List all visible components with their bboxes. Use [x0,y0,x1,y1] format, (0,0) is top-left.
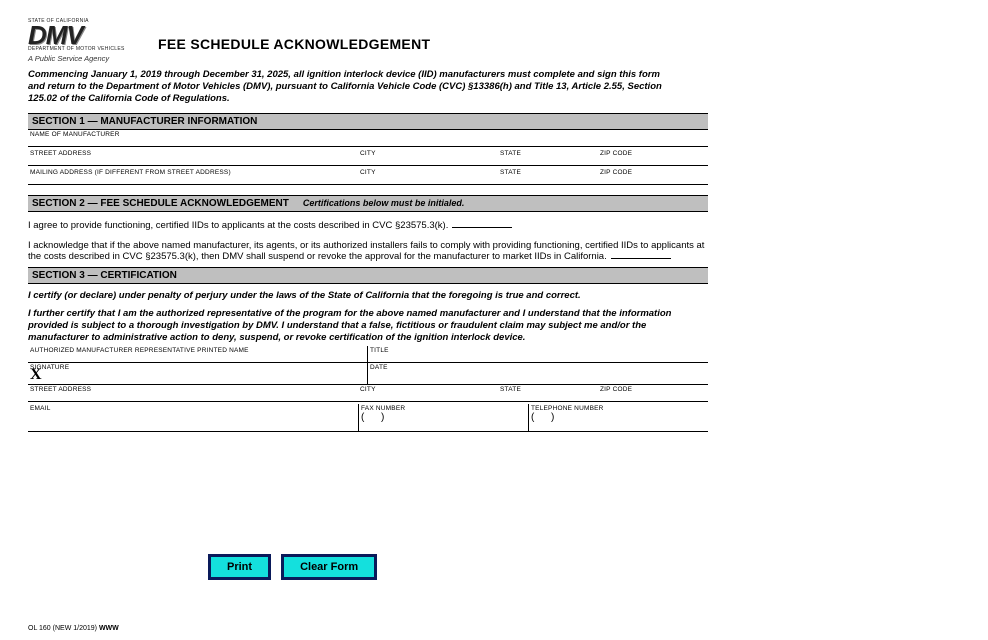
mailing-address-row[interactable]: MAILING ADDRESS (IF DIFFERENT FROM STREE… [28,168,708,185]
state-label-1: STATE [500,150,596,157]
intro-paragraph: Commencing January 1, 2019 through Decem… [28,69,668,105]
logo-dept-line: DEPARTMENT OF MOTOR VEHICLES [28,46,138,52]
cert-para2: I further certify that I am the authoriz… [28,308,708,344]
rep-street-label: STREET ADDRESS [30,386,356,393]
rep-address-row[interactable]: STREET ADDRESS CITY STATE ZIP CODE [28,385,708,402]
form-footer: OL 160 (NEW 1/2019) WWW [28,625,119,632]
date-label: DATE [370,364,706,371]
title-label: TITLE [370,347,706,354]
header: STATE OF CALIFORNIA DMV DEPARTMENT OF MO… [28,18,960,63]
button-bar: Print Clear Form [208,554,377,580]
fax-paren: ( ) [361,412,384,423]
email-label: EMAIL [30,405,356,412]
section2-para2-text: I acknowledge that if the above named ma… [28,240,704,263]
print-button[interactable]: Print [208,554,271,580]
contact-row[interactable]: EMAIL FAX NUMBER ( ) TELEPHONE NUMBER ( … [28,404,708,432]
signature-mark: X [30,366,42,384]
signature-label: SIGNATURE [30,364,365,371]
logo-tagline: A Public Service Agency [28,54,138,63]
manufacturer-name-label: NAME OF MANUFACTURER [30,131,706,138]
section1-heading: SECTION 1 — MANUFACTURER INFORMATION [28,113,708,130]
dmv-logo: STATE OF CALIFORNIA DMV DEPARTMENT OF MO… [28,18,138,63]
street-label: STREET ADDRESS [30,150,356,157]
form-title: FEE SCHEDULE ACKNOWLEDGEMENT [158,36,430,52]
section2-para2: I acknowledge that if the above named ma… [28,240,708,264]
city-label-1: CITY [360,150,496,157]
form-code: OL 160 (NEW 1/2019) [28,625,97,632]
section2-title: SECTION 2 — FEE SCHEDULE ACKNOWLEDGEMENT [32,198,289,209]
clear-form-button[interactable]: Clear Form [281,554,377,580]
form-suffix: WWW [99,625,119,632]
signature-row[interactable]: SIGNATURE X DATE [28,363,708,385]
zip-label-1: ZIP CODE [600,150,696,157]
section3-heading: SECTION 3 — CERTIFICATION [28,267,708,284]
rep-zip-label: ZIP CODE [600,386,696,393]
fax-label: FAX NUMBER [361,405,526,412]
section2-heading: SECTION 2 — FEE SCHEDULE ACKNOWLEDGEMENT… [28,195,708,212]
rep-state-label: STATE [500,386,596,393]
rep-name-label: AUTHORIZED MANUFACTURER REPRESENTATIVE P… [30,347,365,354]
section2-para1: I agree to provide functioning, certifie… [28,220,708,232]
state-label-2: STATE [500,169,596,176]
logo-main: DMV [28,24,138,46]
cert-para1: I certify (or declare) under penalty of … [28,290,708,302]
rep-name-row[interactable]: AUTHORIZED MANUFACTURER REPRESENTATIVE P… [28,346,708,363]
initial-line-1[interactable] [452,227,512,228]
zip-label-2: ZIP CODE [600,169,696,176]
manufacturer-name-row[interactable]: NAME OF MANUFACTURER [28,130,708,147]
tel-label: TELEPHONE NUMBER [531,405,696,412]
mailing-label: MAILING ADDRESS (IF DIFFERENT FROM STREE… [30,169,356,176]
section2-subtitle: Certifications below must be initialed. [303,198,465,208]
initial-line-2[interactable] [611,258,671,259]
street-address-row[interactable]: STREET ADDRESS CITY STATE ZIP CODE [28,149,708,166]
section2-para1-text: I agree to provide functioning, certifie… [28,220,448,231]
city-label-2: CITY [360,169,496,176]
rep-city-label: CITY [360,386,496,393]
tel-paren: ( ) [531,412,554,423]
